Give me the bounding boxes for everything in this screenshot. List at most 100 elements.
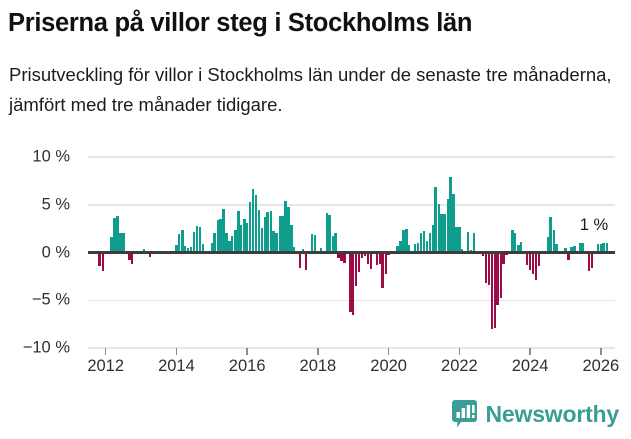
bar — [305, 252, 308, 270]
bar — [366, 252, 370, 264]
x-axis-tick-label: 2020 — [370, 357, 407, 375]
newsworthy-logo[interactable]: Newsworthy — [451, 400, 620, 428]
bar — [458, 226, 461, 253]
x-axis-tick-label: 2014 — [158, 357, 195, 375]
bar — [245, 222, 249, 253]
bar — [231, 236, 234, 253]
bar — [564, 247, 567, 253]
bar — [222, 208, 225, 253]
bar — [178, 234, 181, 253]
bar — [552, 229, 555, 253]
bar — [310, 234, 314, 253]
bar — [272, 231, 275, 253]
x-axis-tick-label: 2026 — [582, 357, 620, 375]
bar — [293, 246, 296, 253]
bar — [299, 252, 302, 268]
x-axis-tick-label: 2022 — [441, 357, 478, 375]
bar — [313, 235, 317, 253]
bar — [502, 252, 505, 264]
bar — [369, 252, 373, 269]
bar — [493, 252, 496, 328]
bar — [325, 213, 328, 253]
gridline — [88, 347, 615, 349]
bar — [225, 233, 228, 253]
x-axis-tick-label: 2016 — [228, 357, 266, 375]
x-axis-tick-mark — [600, 348, 602, 355]
bar — [213, 233, 216, 253]
bar — [413, 243, 417, 253]
bar — [567, 252, 570, 261]
bar — [555, 243, 558, 253]
bar — [260, 227, 264, 253]
bar — [184, 245, 187, 253]
bar — [219, 219, 222, 253]
bar — [128, 252, 131, 261]
zero-axis-line — [88, 251, 615, 254]
bar — [237, 211, 240, 253]
page-subtitle: Prisutveckling för villor i Stockholms l… — [9, 64, 612, 115]
bar — [131, 252, 134, 264]
bar — [278, 216, 281, 253]
bar-series — [88, 157, 615, 348]
bar — [570, 246, 573, 253]
bar — [526, 252, 529, 265]
bar — [449, 177, 452, 253]
bar — [284, 200, 287, 253]
bar — [190, 246, 193, 253]
bar — [579, 242, 582, 253]
bar — [340, 252, 343, 262]
bar — [452, 194, 455, 253]
bar — [381, 252, 384, 288]
bar — [537, 252, 541, 266]
bar — [328, 215, 331, 253]
bar — [484, 252, 488, 284]
bar — [437, 203, 441, 253]
bar — [407, 244, 411, 253]
y-axis-tick-label: 10 % — [32, 147, 70, 166]
x-axis-tick-mark — [529, 348, 531, 355]
bar — [416, 242, 420, 253]
brand-name: Newsworthy — [485, 400, 620, 427]
bar — [581, 242, 585, 253]
bar — [354, 252, 358, 286]
bar — [334, 233, 337, 253]
bar — [186, 247, 190, 253]
bar — [175, 244, 178, 253]
bar — [210, 242, 213, 253]
bar — [520, 241, 523, 253]
bar — [113, 218, 116, 253]
bar — [549, 217, 552, 253]
bar — [399, 241, 402, 253]
bar — [434, 186, 437, 253]
bar — [101, 252, 105, 271]
bar — [531, 252, 535, 274]
bar — [375, 252, 379, 265]
gridline — [88, 156, 615, 158]
bar — [257, 210, 261, 253]
bar — [602, 242, 605, 253]
y-axis-tick-label: 5 % — [41, 195, 70, 214]
bar — [142, 248, 146, 253]
bar — [331, 236, 334, 253]
bar — [110, 237, 113, 253]
bar — [358, 252, 361, 272]
bar — [419, 233, 423, 253]
bar — [275, 233, 278, 253]
bar — [243, 219, 246, 253]
bar — [467, 232, 470, 253]
x-axis-tick-label: 2012 — [87, 357, 125, 375]
bar — [514, 233, 517, 253]
bar — [590, 252, 594, 268]
x-axis: 2012 2014 2016 2018 2020 2022 2024 2026 — [87, 348, 619, 394]
bar — [195, 225, 199, 253]
footer: Newsworthy — [0, 398, 631, 439]
bar — [192, 232, 196, 253]
page-title: Priserna på villor steg i Stockholms län — [8, 9, 473, 37]
bar — [98, 252, 101, 266]
bar — [481, 252, 485, 257]
bar — [378, 252, 381, 264]
x-axis-tick-mark — [458, 348, 461, 355]
bar — [487, 252, 490, 285]
y-axis-tick-label: −10 % — [22, 338, 70, 357]
bar — [290, 224, 293, 253]
